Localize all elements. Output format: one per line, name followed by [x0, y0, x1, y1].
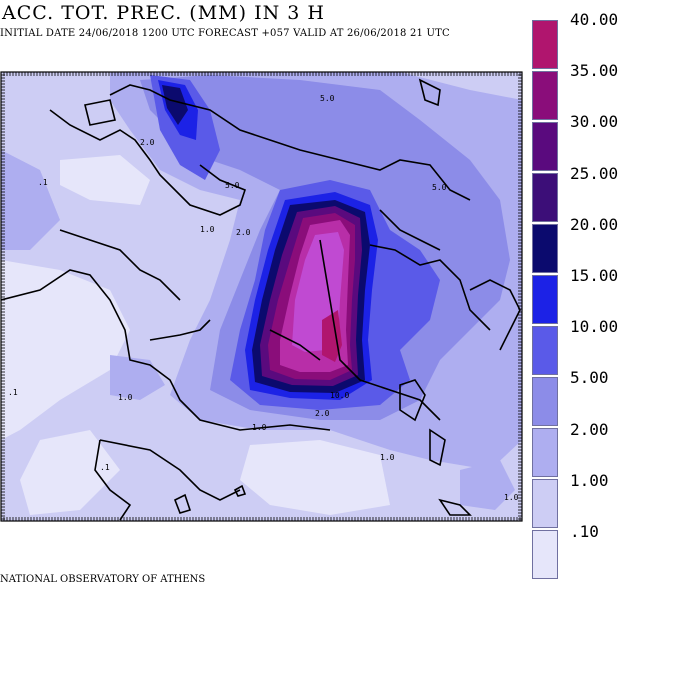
legend-label: 25.00	[570, 163, 619, 183]
map-frame	[0, 71, 523, 522]
legend-swatch	[532, 224, 558, 273]
contour-label: 5.0	[432, 183, 447, 192]
contour-label: .1	[100, 463, 110, 472]
contour-label: .1	[8, 388, 18, 397]
map-title: ACC. TOT. PREC. (MM) IN 3 H	[2, 2, 325, 24]
contour-label: 2.0	[236, 228, 251, 237]
legend-swatch	[532, 173, 558, 222]
legend-swatch	[532, 20, 558, 69]
legend-swatch	[532, 71, 558, 120]
legend-label: 10.00	[570, 317, 619, 337]
forecast-subtitle: INITIAL DATE 24/06/2018 1200 UTC FORECAS…	[0, 28, 450, 39]
legend-label: 5.00	[570, 368, 609, 388]
contour-label: 1.0	[504, 493, 519, 502]
legend-swatch	[532, 530, 558, 579]
coastlines	[1, 78, 521, 521]
legend-label: 20.00	[570, 214, 619, 234]
legend-label: 30.00	[570, 112, 619, 132]
legend-swatch	[532, 377, 558, 426]
precip-fill	[1, 72, 522, 521]
legend-label: 40.00	[570, 10, 619, 29]
contour-label: 5.0	[320, 94, 335, 103]
legend-label: 2.00	[570, 419, 609, 439]
contour-label: 5.0	[225, 181, 240, 190]
legend-swatch	[532, 275, 558, 324]
contour-label: .1	[38, 178, 48, 187]
legend-swatch	[532, 428, 558, 477]
contour-label: 1.0	[200, 225, 215, 234]
legend-label: 1.00	[570, 470, 609, 490]
frame-ticks	[1, 72, 522, 521]
color-legend	[532, 20, 560, 579]
contour-label: 1.0	[380, 453, 395, 462]
contour-label: 1.0	[252, 423, 267, 432]
contour-label: 1.0	[118, 393, 133, 402]
legend-label: 35.00	[570, 61, 619, 81]
contour-label: 2.0	[315, 409, 330, 418]
legend-swatch	[532, 326, 558, 375]
legend-label: 15.00	[570, 266, 619, 285]
credit-footer: NATIONAL OBSERVATORY OF ATHENS	[0, 574, 206, 585]
contour-label: 10.0	[330, 391, 349, 400]
legend-swatch	[532, 122, 558, 171]
contour-label: 2.0	[140, 138, 155, 147]
legend-swatch	[532, 479, 558, 528]
legend-label: .10	[570, 522, 599, 541]
